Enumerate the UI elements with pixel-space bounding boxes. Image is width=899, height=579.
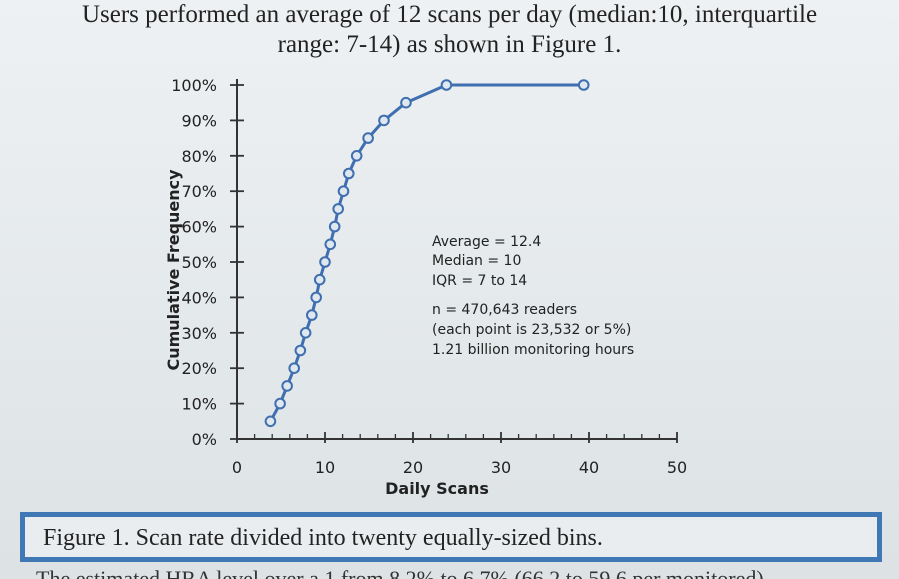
- cumulative-frequency-chart: 0% 10% 20% 30% 40% 50% 60% 70% 80% 90% 100% 0 10 20 30…: [164, 76, 687, 498]
- data-point: [294, 344, 307, 357]
- x-tick-label: 20: [403, 458, 423, 477]
- x-tick-label: 50: [667, 458, 687, 477]
- y-axis-title: Cumulative Frequency: [164, 169, 183, 371]
- y-tick-label: 70%: [181, 182, 217, 201]
- x-tick-label: 30: [491, 458, 511, 477]
- y-tick-label: 90%: [181, 111, 217, 130]
- y-tick-label: 20%: [181, 359, 217, 378]
- data-point: [332, 203, 345, 215]
- heading-line-2: range: 7-14) as shown in Figure 1.: [277, 31, 622, 58]
- y-tick-label: 10%: [181, 395, 217, 414]
- x-tick-label: 40: [579, 458, 599, 477]
- figure-caption: Figure 1. Scan rate divided into twenty …: [43, 525, 603, 551]
- data-point: [299, 327, 312, 339]
- data-point: [264, 415, 277, 428]
- data-point: [288, 362, 301, 375]
- data-point: [440, 79, 453, 91]
- y-tick-label: 30%: [181, 324, 217, 343]
- data-point: [342, 167, 355, 180]
- chart-annotation: 1.21 billion monitoring hours: [432, 342, 634, 358]
- data-point: [324, 238, 337, 251]
- data-point: [313, 273, 326, 286]
- y-tick-label: 40%: [181, 288, 217, 307]
- heading-paragraph: Users performed an average of 12 scans p…: [0, 0, 899, 60]
- data-point: [274, 397, 286, 410]
- chart-annotation: n = 470,643 readers: [432, 302, 577, 318]
- cut-off-body-text: The estimated HRA level over a 1 from 8.…: [36, 566, 764, 579]
- data-point: [281, 380, 293, 392]
- y-tick-label: 100%: [171, 76, 217, 95]
- data-point: [350, 150, 363, 162]
- heading-line-1: Users performed an average of 12 scans p…: [81, 1, 818, 28]
- data-point: [362, 132, 374, 144]
- data-point: [328, 220, 341, 233]
- y-tick-label: 0%: [192, 430, 217, 449]
- y-tick-label: 50%: [181, 253, 217, 272]
- data-point: [577, 79, 590, 91]
- chart-annotation: Median = 10: [432, 253, 521, 269]
- series-line: [269, 83, 584, 423]
- chart-annotation: Average = 12.4: [432, 234, 541, 250]
- x-tick-label: 0: [232, 458, 242, 477]
- data-point: [378, 114, 390, 127]
- data-point: [400, 96, 412, 109]
- data-point: [306, 309, 318, 321]
- chart-annotation: IQR = 7 to 14: [432, 273, 527, 289]
- x-tick-label: 10: [315, 458, 335, 477]
- figure-caption-box: Figure 1. Scan rate divided into twenty …: [20, 512, 882, 562]
- data-point: [310, 291, 323, 304]
- y-tick-label: 80%: [181, 147, 217, 166]
- chart-annotation: (each point is 23,532 or 5%): [432, 322, 631, 338]
- y-tick-label: 60%: [181, 218, 217, 237]
- x-axis-title: Daily Scans: [385, 479, 489, 498]
- data-point: [337, 185, 350, 197]
- data-point: [319, 256, 331, 268]
